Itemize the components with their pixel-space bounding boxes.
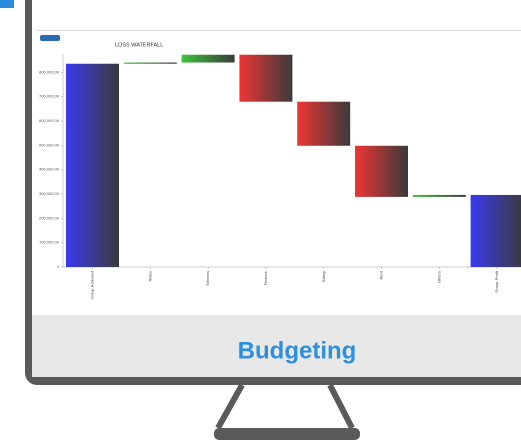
y-tick-label: 300,000.00: [39, 191, 60, 196]
x-tick-label: Salary: [321, 271, 326, 282]
caption: Budgeting: [238, 337, 357, 364]
monitor-scene: Budgeting LOSS WATERFALL 0100,000.00200,…: [0, 0, 521, 440]
x-tick-label: Rent: [379, 270, 384, 279]
page: Budgeting LOSS WATERFALL 0100,000.00200,…: [0, 0, 521, 440]
y-tick-label: 500,000.00: [39, 142, 60, 147]
x-tick-label: Rates: [147, 271, 152, 281]
y-tick-label: 800,000.00: [39, 69, 60, 74]
bar: [355, 146, 408, 197]
y-tick-label: 600,000.00: [39, 118, 60, 123]
x-tick-label: Streams: [205, 271, 210, 286]
monitor-base: [214, 428, 360, 440]
y-tick-label: 700,000.00: [39, 94, 60, 99]
bar: [413, 195, 466, 197]
x-tick-label: Group Profit: [494, 270, 499, 292]
y-tick-label: 400,000.00: [39, 167, 60, 172]
x-tick-label: Group Achieved: [90, 271, 95, 299]
bar: [239, 55, 292, 102]
x-tick-label: Finance: [263, 270, 268, 285]
bar: [182, 55, 235, 63]
chart-title: LOSS WATERFALL: [115, 42, 163, 48]
x-tick-label: Others: [436, 271, 441, 283]
bar: [66, 64, 119, 267]
y-tick-label: 200,000.00: [39, 215, 60, 220]
toolbar-divider: [36, 30, 521, 31]
bar: [124, 63, 177, 64]
monitor-stand: [218, 385, 352, 428]
bar: [471, 195, 521, 267]
bar: [297, 102, 350, 146]
accent: [0, 0, 14, 8]
logo: [40, 35, 60, 41]
y-tick-label: 100,000.00: [39, 240, 60, 245]
